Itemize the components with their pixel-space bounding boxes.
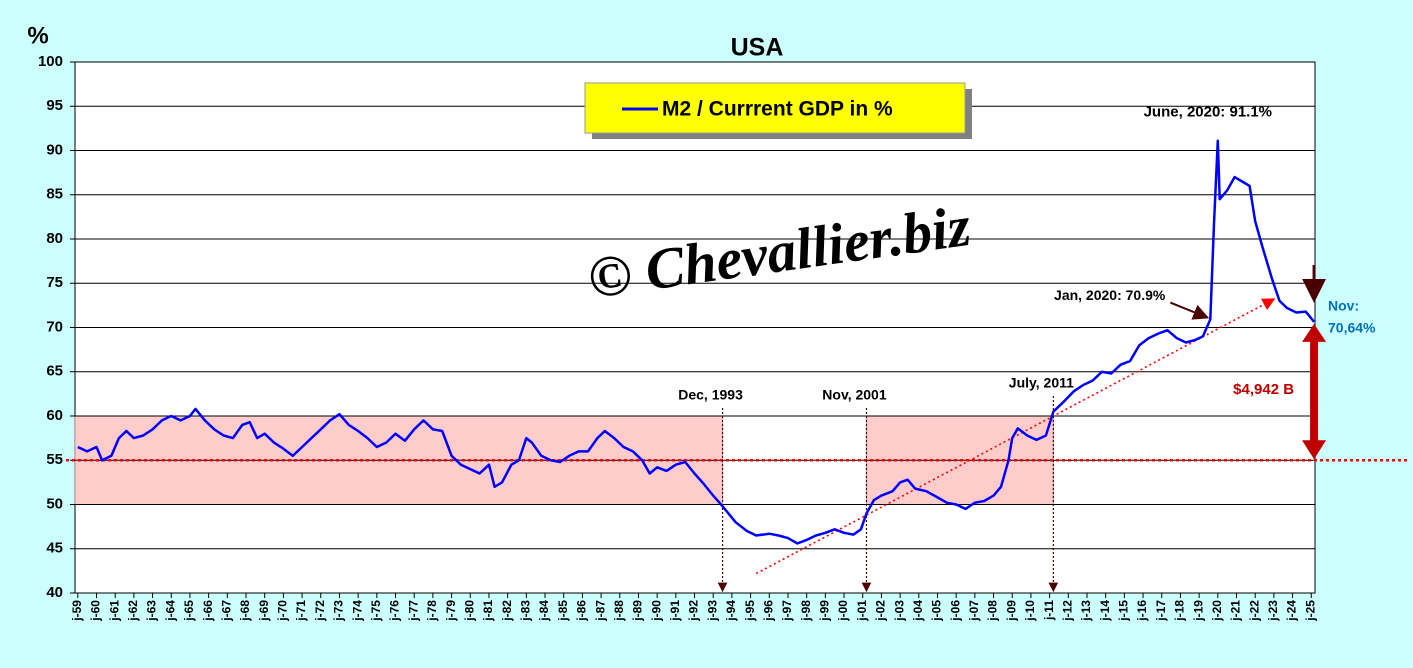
- x-tick-label: j-00: [836, 600, 850, 622]
- x-tick-label: j-89: [631, 600, 645, 622]
- end-label: 70,64%: [1328, 320, 1376, 336]
- y-tick-label: 55: [46, 451, 63, 468]
- x-tick-label: j-97: [780, 600, 794, 622]
- x-tick-label: j-65: [182, 600, 196, 622]
- y-tick-label: 60: [46, 407, 63, 424]
- x-tick-label: j-02: [874, 600, 888, 622]
- x-tick-label: j-07: [967, 600, 981, 622]
- date-marker-label: July, 2011: [1009, 375, 1074, 391]
- x-tick-label: j-82: [500, 600, 514, 622]
- x-tick-label: j-66: [201, 600, 215, 622]
- x-tick-label: j-92: [687, 600, 701, 622]
- point-label: June, 2020: 91.1%: [1144, 104, 1272, 121]
- y-tick-label: 70: [46, 318, 63, 335]
- x-tick-label: j-83: [519, 600, 533, 622]
- x-tick-label: j-09: [1004, 600, 1018, 622]
- x-tick-label: j-98: [799, 600, 813, 622]
- x-tick-label: j-71: [294, 600, 308, 622]
- y-axis-label: %: [27, 22, 48, 49]
- x-tick-label: j-25: [1303, 600, 1317, 622]
- end-label: Nov:: [1328, 298, 1359, 314]
- y-tick-label: 45: [46, 540, 63, 557]
- x-tick-label: j-73: [332, 600, 346, 622]
- x-tick-label: j-22: [1247, 600, 1261, 622]
- x-tick-label: j-11: [1042, 600, 1056, 621]
- x-tick-label: j-78: [425, 600, 439, 622]
- gap-arrow: [1302, 323, 1327, 460]
- x-tick-label: j-24: [1285, 600, 1299, 622]
- x-tick-label: j-08: [986, 600, 1000, 622]
- x-tick-label: j-96: [761, 600, 775, 622]
- x-tick-label: j-85: [556, 600, 570, 622]
- y-tick-label: 40: [46, 584, 63, 601]
- x-tick-label: j-93: [705, 600, 719, 622]
- x-tick-label: j-91: [668, 600, 682, 622]
- y-tick-label: 95: [46, 97, 63, 114]
- x-tick-label: j-01: [855, 600, 869, 622]
- x-tick-label: j-10: [1023, 600, 1037, 622]
- x-tick-label: j-70: [276, 600, 290, 622]
- x-tick-label: j-13: [1079, 600, 1093, 622]
- y-tick-label: 75: [46, 274, 63, 291]
- x-tick-label: j-68: [238, 600, 252, 622]
- x-tick-label: j-05: [930, 600, 944, 622]
- x-tick-label: j-23: [1266, 600, 1280, 622]
- x-tick-label: j-62: [126, 600, 140, 622]
- x-tick-label: j-69: [257, 600, 271, 622]
- date-marker-label: Dec, 1993: [678, 387, 743, 403]
- x-tick-label: j-80: [462, 600, 476, 622]
- x-tick-label: j-84: [537, 600, 551, 622]
- x-tick-label: j-99: [818, 600, 832, 622]
- x-tick-label: j-16: [1135, 600, 1149, 622]
- x-tick-label: j-14: [1098, 600, 1112, 622]
- x-tick-label: j-67: [219, 600, 233, 622]
- x-tick-label: j-59: [70, 600, 84, 622]
- series-line: [77, 139, 1316, 545]
- x-tick-label: j-03: [892, 600, 906, 622]
- x-tick-label: j-12: [1060, 600, 1074, 622]
- x-tick-label: j-90: [649, 600, 663, 622]
- point-arrow: [1169, 301, 1210, 320]
- x-tick-label: j-75: [369, 600, 383, 622]
- y-tick-label: 50: [46, 495, 63, 512]
- x-tick-label: j-76: [388, 600, 402, 622]
- x-tick-label: j-61: [107, 600, 121, 622]
- x-tick-label: j-64: [163, 600, 177, 622]
- x-tick-label: j-79: [444, 600, 458, 622]
- x-tick-label: j-06: [948, 600, 962, 622]
- gap-label: $4,942 B: [1233, 381, 1294, 398]
- x-tick-label: j-87: [593, 600, 607, 622]
- x-tick-label: j-77: [406, 600, 420, 622]
- x-tick-label: j-95: [743, 600, 757, 622]
- date-marker-label: Nov, 2001: [822, 387, 887, 403]
- x-tick-label: j-81: [481, 600, 495, 622]
- x-tick-label: j-60: [89, 600, 103, 622]
- x-tick-label: j-94: [724, 600, 738, 622]
- x-tick-label: j-74: [350, 600, 364, 622]
- x-tick-label: j-04: [911, 600, 925, 622]
- y-tick-label: 65: [46, 363, 63, 380]
- x-tick-label: j-88: [612, 600, 626, 622]
- x-tick-label: j-18: [1173, 600, 1187, 622]
- x-tick-label: j-72: [313, 600, 327, 622]
- y-tick-label: 80: [46, 230, 63, 247]
- x-tick-label: j-86: [575, 600, 589, 622]
- x-tick-label: j-20: [1210, 600, 1224, 622]
- x-tick-label: j-19: [1191, 600, 1205, 622]
- y-tick-label: 85: [46, 186, 63, 203]
- chart-title: USA: [731, 34, 784, 62]
- point-label: Jan, 2020: 70.9%: [1054, 287, 1166, 303]
- x-tick-label: j-63: [145, 600, 159, 622]
- y-tick-label: 90: [46, 141, 63, 158]
- x-tick-label: j-17: [1154, 600, 1168, 622]
- legend-label: M2 / Currrent GDP in %: [662, 98, 893, 121]
- y-tick-label: 100: [38, 53, 63, 70]
- x-tick-label: j-15: [1117, 600, 1131, 622]
- x-tick-label: j-21: [1229, 600, 1243, 622]
